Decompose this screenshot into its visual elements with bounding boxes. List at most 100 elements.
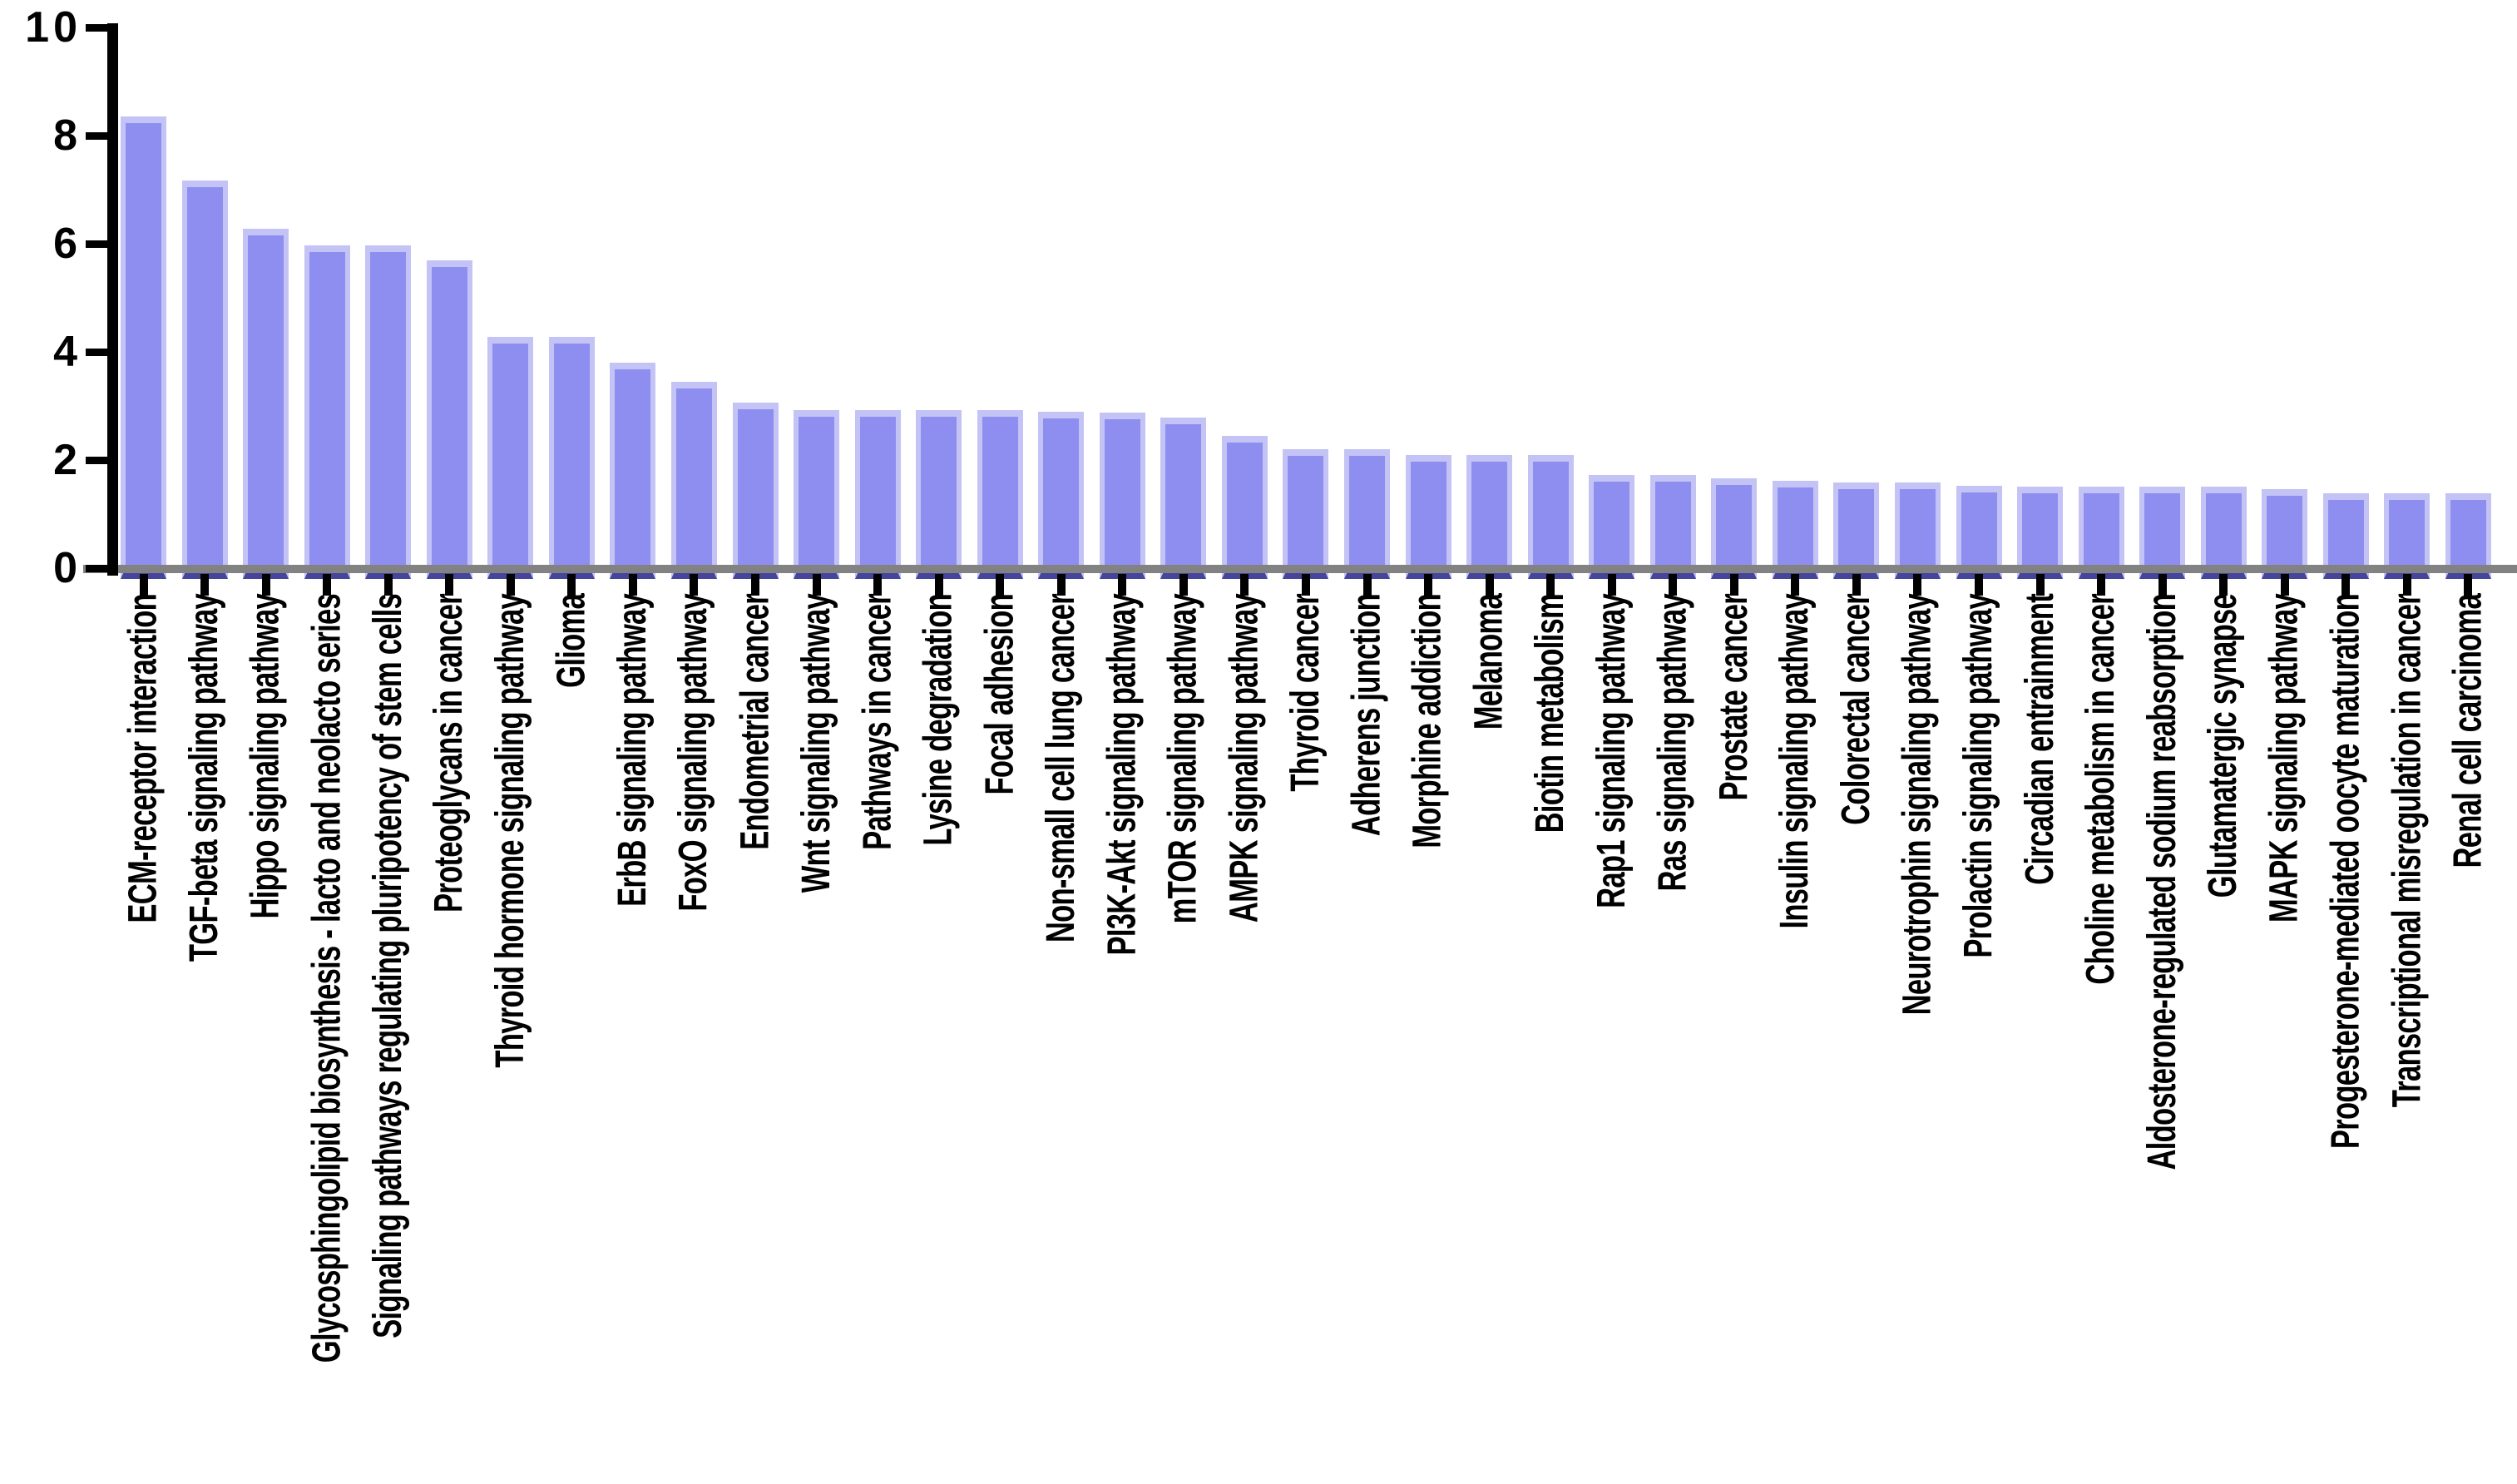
- bar: [1038, 411, 1085, 579]
- x-axis-tick: [1546, 574, 1555, 596]
- x-axis-category-label: AMPK signaling pathway: [1222, 594, 1267, 923]
- y-axis-line: [107, 23, 118, 576]
- x-axis-tick: [2097, 574, 2106, 596]
- x-axis-tick: [1240, 574, 1249, 596]
- x-axis-tick: [323, 574, 332, 596]
- x-axis-tick: [1975, 574, 1983, 596]
- bar: [1894, 482, 1941, 579]
- x-axis-tick: [1118, 574, 1127, 596]
- x-axis-line: [83, 565, 2517, 573]
- x-axis-category-label: Morphine addiction: [1406, 594, 1451, 848]
- x-axis-category-label: MAPK signaling pathway: [2262, 594, 2307, 923]
- bar: [1711, 478, 1758, 579]
- x-axis-category-label: Progesterone-mediated oocyte maturation: [2323, 594, 2368, 1150]
- x-axis-category-label: Endometrial cancer: [733, 594, 777, 850]
- x-axis-tick: [1669, 574, 1678, 596]
- x-axis-category-label: Hippo signaling pathway: [243, 594, 288, 919]
- bar: [1649, 474, 1696, 579]
- x-axis-category-label: Focal adhesion: [977, 594, 1022, 795]
- bar: [1221, 435, 1268, 579]
- x-axis-category-label: Circadian entrainment: [2017, 594, 2062, 885]
- y-axis-tick: [86, 456, 108, 464]
- x-axis-tick: [934, 574, 943, 596]
- bar: [365, 245, 412, 579]
- y-axis-tick-label: 4: [53, 328, 82, 376]
- bar: [854, 410, 901, 579]
- y-axis-tick-label: 6: [53, 220, 82, 268]
- bar: [548, 337, 595, 579]
- y-axis-tick-label: 0: [53, 544, 82, 592]
- x-axis-tick: [1362, 574, 1372, 596]
- x-axis-tick: [445, 574, 454, 596]
- x-axis-tick: [812, 574, 821, 596]
- x-axis-tick: [1913, 574, 1922, 596]
- x-axis-category-label: Prostate cancer: [1711, 594, 1756, 801]
- x-axis-tick: [261, 574, 270, 596]
- bar: [2322, 493, 2369, 579]
- x-axis-tick: [2035, 574, 2045, 596]
- x-axis-tick: [139, 574, 148, 596]
- x-axis-category-label: Renal cell carcinoma: [2445, 594, 2490, 868]
- x-axis-category-label: Aldosterone-regulated sodium reabsorptio…: [2139, 594, 2184, 1170]
- x-axis-tick: [628, 574, 637, 596]
- bar: [243, 228, 289, 579]
- x-axis-category-label: Signaling pathways regulating pluripoten…: [365, 594, 410, 1338]
- x-axis-tick: [1424, 574, 1433, 596]
- x-axis-tick: [751, 574, 759, 596]
- x-axis-category-label: Proteoglycans in cancer: [427, 594, 472, 913]
- x-axis-category-label: Wnt signaling pathway: [794, 594, 838, 893]
- x-axis-category-label: ErbB signaling pathway: [610, 594, 655, 907]
- x-axis-tick: [1607, 574, 1616, 596]
- x-axis-tick: [506, 574, 515, 596]
- bar: [1466, 454, 1513, 579]
- x-axis-tick: [2219, 574, 2228, 596]
- bar: [1160, 418, 1207, 579]
- x-axis-tick: [873, 574, 883, 596]
- bar: [487, 337, 534, 579]
- x-axis-category-label: Neurotrophin signaling pathway: [1895, 594, 1940, 1016]
- bar: [2078, 486, 2124, 579]
- bar: [2445, 493, 2491, 579]
- y-axis-tick-label: 10: [25, 3, 82, 52]
- bar: [916, 410, 962, 579]
- bar: [2017, 486, 2064, 579]
- x-axis-category-label: Transcriptional misregulation in cancer: [2384, 594, 2429, 1108]
- x-axis-category-label: Rap1 signaling pathway: [1589, 594, 1634, 908]
- x-axis-category-label: Melanoma: [1466, 594, 1511, 730]
- x-axis-category-label: Glutamatergic synapse: [2201, 594, 2246, 898]
- bar: [304, 245, 350, 579]
- x-axis-tick: [2341, 574, 2351, 596]
- x-axis-tick: [1056, 574, 1066, 596]
- x-axis-category-label: Choline metabolism in cancer: [2079, 594, 2124, 985]
- y-axis-tick-label: 8: [53, 111, 82, 160]
- x-axis-tick: [2402, 574, 2411, 596]
- x-axis-category-label: Adherens junction: [1344, 594, 1389, 837]
- x-axis-category-label: Biotin metabolism: [1528, 594, 1573, 834]
- bar: [1283, 449, 1329, 579]
- y-axis-tick: [86, 564, 108, 572]
- bar: [1527, 454, 1574, 579]
- x-axis-category-label: TGF-beta signaling pathway: [182, 594, 227, 962]
- x-axis-tick: [1485, 574, 1494, 596]
- bar: [121, 116, 166, 579]
- x-axis-category-label: FoxO signaling pathway: [671, 594, 716, 912]
- bar: [2139, 486, 2186, 579]
- x-axis-tick: [996, 574, 1005, 596]
- x-axis-tick: [1791, 574, 1800, 596]
- bar: [610, 363, 656, 579]
- x-axis-category-label: Prolactin signaling pathway: [1956, 594, 2000, 958]
- x-axis-category-label: Lysine degradation: [916, 594, 961, 846]
- x-axis-category-label: Pathways in cancer: [855, 594, 900, 850]
- x-axis-category-label: Ras signaling pathway: [1650, 594, 1695, 892]
- x-axis-tick: [2280, 574, 2289, 596]
- x-axis-category-label: Thyroid hormone signaling pathway: [487, 594, 532, 1068]
- x-axis-category-label: PI3K-Akt signaling pathway: [1100, 594, 1145, 956]
- x-axis-tick: [200, 574, 210, 596]
- bar: [732, 403, 779, 579]
- bar: [1099, 412, 1145, 579]
- bar: [977, 410, 1023, 579]
- x-axis-category-label: ECM-receptor interaction: [121, 594, 166, 923]
- x-axis-tick: [690, 574, 699, 596]
- x-axis-tick: [1729, 574, 1738, 596]
